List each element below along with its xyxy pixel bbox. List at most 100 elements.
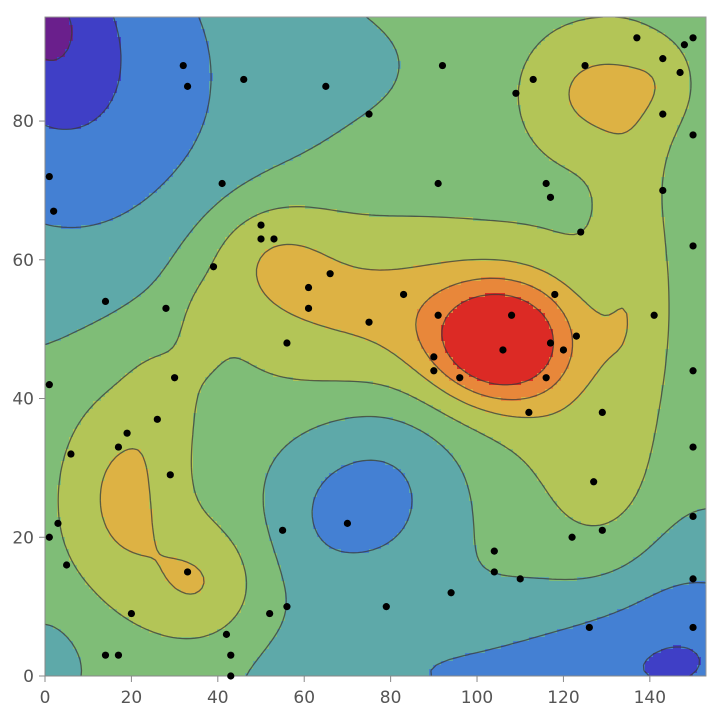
data-point	[283, 603, 291, 611]
data-point	[447, 589, 455, 597]
filled-contour-regions	[45, 17, 706, 676]
data-point	[438, 61, 447, 70]
x-axis-ticks: 0 20 40 60 80 100 120 140	[40, 676, 666, 708]
data-point	[490, 547, 498, 555]
x-tick-label: 40	[207, 688, 229, 708]
data-point	[365, 110, 373, 118]
data-point	[430, 353, 438, 361]
data-point	[581, 61, 589, 70]
contour-line-level-6	[99, 63, 656, 595]
data-point	[689, 623, 697, 632]
data-point	[63, 561, 71, 569]
data-point	[171, 374, 179, 382]
data-point	[153, 415, 161, 423]
data-point	[689, 34, 697, 42]
y-tick-label: 0	[23, 667, 34, 687]
x-tick-label: 60	[293, 688, 315, 708]
data-point	[183, 568, 192, 576]
data-point	[689, 242, 697, 250]
data-point	[490, 568, 498, 576]
data-point	[50, 207, 58, 215]
contour-line-level-3	[45, 17, 706, 676]
data-point	[434, 179, 442, 188]
data-point	[162, 304, 170, 312]
contour-line-level-7	[415, 277, 574, 401]
data-point	[542, 179, 550, 188]
data-point	[542, 374, 550, 382]
data-point	[399, 290, 408, 299]
data-point	[114, 651, 123, 659]
data-point	[326, 270, 334, 278]
data-point	[304, 304, 313, 312]
contour-line-level-8	[441, 293, 555, 386]
data-point	[127, 609, 136, 618]
data-point	[257, 235, 265, 243]
data-point	[689, 575, 697, 583]
data-point	[525, 408, 533, 416]
x-tick-label: 0	[40, 688, 51, 708]
data-point	[183, 82, 192, 90]
data-point	[257, 221, 265, 229]
x-tick-label: 120	[547, 688, 579, 708]
data-point	[365, 318, 373, 326]
contour-line-level-4	[45, 17, 706, 676]
data-point	[270, 235, 278, 243]
y-axis-ticks: 0 20 40 60 80	[12, 112, 45, 687]
data-point	[633, 34, 641, 42]
y-tick-label: 80	[12, 112, 34, 132]
contour-lines	[45, 17, 706, 676]
data-point	[283, 339, 291, 347]
data-point	[322, 82, 330, 90]
data-point	[45, 533, 53, 541]
data-point	[680, 41, 688, 49]
data-point	[218, 179, 226, 188]
data-point	[166, 471, 174, 479]
data-point	[598, 408, 606, 416]
data-point	[434, 311, 442, 319]
data-point	[382, 603, 390, 611]
data-point	[585, 623, 593, 632]
data-point	[512, 89, 520, 97]
contour-line-level-2	[45, 17, 701, 676]
x-tick-label: 20	[121, 688, 143, 708]
axes	[44, 17, 706, 677]
contour-line-level-5	[57, 17, 692, 640]
data-point	[546, 193, 555, 201]
data-point	[179, 61, 187, 70]
data-point	[568, 533, 576, 541]
data-point	[659, 186, 667, 195]
data-point	[45, 172, 53, 181]
data-point	[123, 429, 131, 437]
data-point	[676, 68, 684, 77]
data-point	[590, 478, 598, 486]
data-point	[240, 75, 248, 84]
data-point	[689, 367, 697, 375]
contour-line-level-1	[45, 17, 73, 61]
data-point	[343, 519, 352, 527]
data-points	[45, 34, 697, 680]
data-point	[456, 374, 464, 382]
data-point	[559, 346, 568, 354]
data-point	[430, 367, 438, 375]
data-point	[101, 651, 110, 659]
data-point	[572, 332, 580, 340]
data-point	[650, 311, 658, 319]
data-point	[227, 651, 235, 659]
data-point	[689, 443, 697, 451]
data-point	[114, 443, 123, 451]
data-point	[529, 75, 537, 84]
data-point	[227, 672, 235, 680]
data-point	[659, 110, 667, 118]
data-point	[67, 450, 75, 458]
data-point	[598, 526, 606, 534]
data-point	[45, 381, 53, 389]
x-tick-label: 140	[634, 688, 666, 708]
data-point	[659, 55, 667, 63]
x-tick-label: 100	[461, 688, 493, 708]
data-point	[279, 526, 287, 534]
data-point	[101, 297, 110, 306]
data-point	[577, 228, 585, 236]
data-point	[507, 311, 516, 319]
data-point	[551, 290, 559, 299]
